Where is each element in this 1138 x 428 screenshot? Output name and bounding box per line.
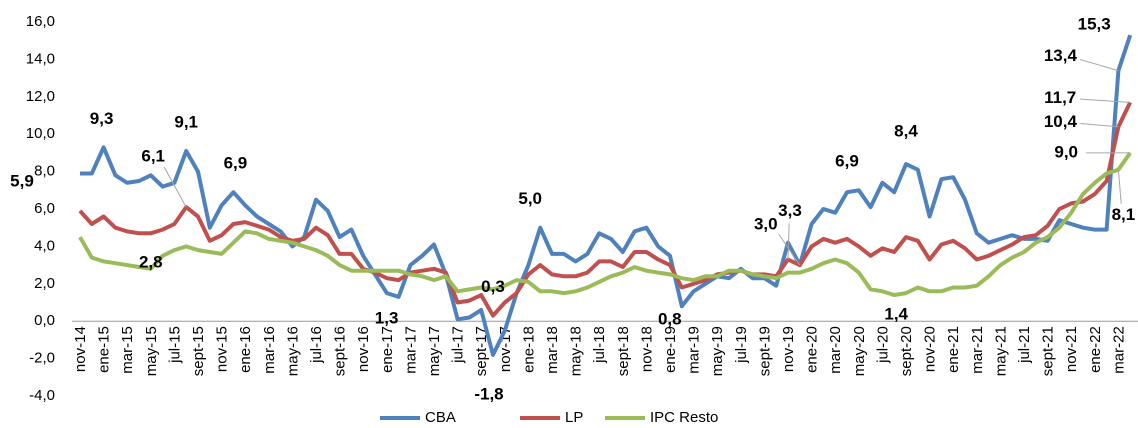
x-tick-label: ene-15: [96, 326, 113, 373]
y-tick-label: 4,0: [34, 237, 55, 254]
data-label: 0,8: [658, 310, 682, 329]
y-tick-label: 6,0: [34, 200, 55, 217]
series-line: [78, 101, 1132, 318]
x-tick-label: mar-17: [402, 326, 419, 374]
x-tick-label: nov-15: [214, 326, 231, 372]
x-tick-label: jul-21: [1016, 326, 1033, 364]
y-tick-label: -2,0: [29, 350, 55, 367]
data-label: 5,9: [10, 171, 34, 190]
leader-line: [1080, 98, 1131, 103]
x-tick-label: ene-17: [379, 326, 396, 373]
x-tick-label: mar-18: [544, 326, 561, 374]
x-tick-label: nov-18: [638, 326, 655, 372]
x-tick-label: ene-16: [237, 326, 254, 373]
x-tick-label: may-19: [709, 326, 726, 376]
x-tick-label: jul-20: [874, 326, 891, 364]
leader-line: [1117, 169, 1122, 204]
x-tick-label: may-17: [426, 326, 443, 376]
x-tick-label: nov-19: [780, 326, 797, 372]
data-label: 0,3: [481, 277, 505, 296]
data-label: -1,8: [474, 384, 503, 403]
legend-label: LP: [565, 409, 583, 426]
leader-line: [778, 233, 801, 266]
y-tick-label: -4,0: [29, 387, 55, 404]
x-tick-label: may-16: [284, 326, 301, 376]
data-label: 3,0: [754, 215, 778, 234]
data-label: 9,3: [90, 109, 114, 128]
x-tick-label: may-18: [568, 326, 585, 376]
x-tick-label: may-20: [851, 326, 868, 376]
x-tick-label: mar-22: [1110, 326, 1127, 374]
data-label: 9,1: [174, 113, 198, 132]
y-tick-label: 8,0: [34, 163, 55, 180]
y-tick-label: 10,0: [26, 125, 55, 142]
x-tick-label: ene-18: [520, 326, 537, 373]
x-tick-label: nov-21: [1063, 326, 1080, 372]
x-tick-label: sept-15: [190, 326, 207, 376]
leader-line: [1080, 123, 1119, 128]
x-tick-label: sept-17: [473, 326, 490, 376]
y-tick-label: 0,0: [34, 312, 55, 329]
data-label: 3,3: [778, 201, 802, 220]
data-label: 2,8: [139, 252, 163, 271]
leader-line: [163, 166, 187, 208]
x-tick-label: jul-19: [733, 326, 750, 364]
data-label: 8,4: [894, 122, 918, 141]
x-tick-label: ene-22: [1087, 326, 1104, 373]
x-tick-label: mar-19: [686, 326, 703, 374]
data-label: 6,9: [835, 152, 859, 171]
x-tick-label: ene-19: [662, 326, 679, 373]
data-label: 13,4: [1044, 46, 1078, 65]
series-line: [80, 34, 1133, 357]
x-tick-label: sept-18: [615, 326, 632, 376]
y-tick-label: 14,0: [26, 50, 55, 67]
x-tick-label: mar-20: [827, 326, 844, 374]
x-tick-label: sept-20: [898, 326, 915, 376]
x-tick-label: jul-15: [166, 326, 183, 364]
x-tick-label: ene-20: [804, 326, 821, 373]
x-tick-label: jul-16: [308, 326, 325, 364]
x-tick-label: mar-15: [119, 326, 136, 374]
x-tick-label: nov-16: [355, 326, 372, 372]
series-line: [78, 151, 1132, 297]
y-tick-label: 2,0: [34, 275, 55, 292]
data-label: 1,4: [884, 305, 908, 324]
x-tick-label: mar-21: [969, 326, 986, 374]
data-label: 8,1: [1112, 205, 1136, 224]
y-tick-label: 16,0: [26, 13, 55, 30]
x-tick-label: jul-18: [591, 326, 608, 364]
x-tick-label: sept-21: [1040, 326, 1057, 376]
data-label: 10,4: [1044, 112, 1078, 131]
x-tick-label: may-21: [992, 326, 1009, 376]
x-tick-label: jul-17: [450, 326, 467, 364]
leader-line: [787, 223, 790, 260]
data-label: 1,3: [375, 308, 399, 327]
x-tick-label: nov-20: [922, 326, 939, 372]
data-label: 15,3: [1078, 15, 1111, 34]
x-tick-label: ene-21: [945, 326, 962, 373]
data-label: 5,0: [518, 189, 542, 208]
legend-label: IPC Resto: [650, 409, 718, 426]
y-tick-label: 12,0: [26, 88, 55, 105]
leader-line: [1079, 58, 1119, 72]
data-label: 6,1: [141, 147, 165, 166]
x-tick-label: nov-14: [72, 326, 89, 372]
data-label: 11,7: [1044, 88, 1076, 107]
data-label: 9,0: [1054, 142, 1078, 161]
x-tick-label: sept-16: [332, 326, 349, 376]
x-tick-label: may-15: [143, 326, 160, 376]
legend-label: CBA: [425, 409, 456, 426]
x-tick-label: mar-16: [261, 326, 278, 374]
x-tick-label: sept-19: [756, 326, 773, 376]
data-label: 6,9: [224, 154, 248, 173]
